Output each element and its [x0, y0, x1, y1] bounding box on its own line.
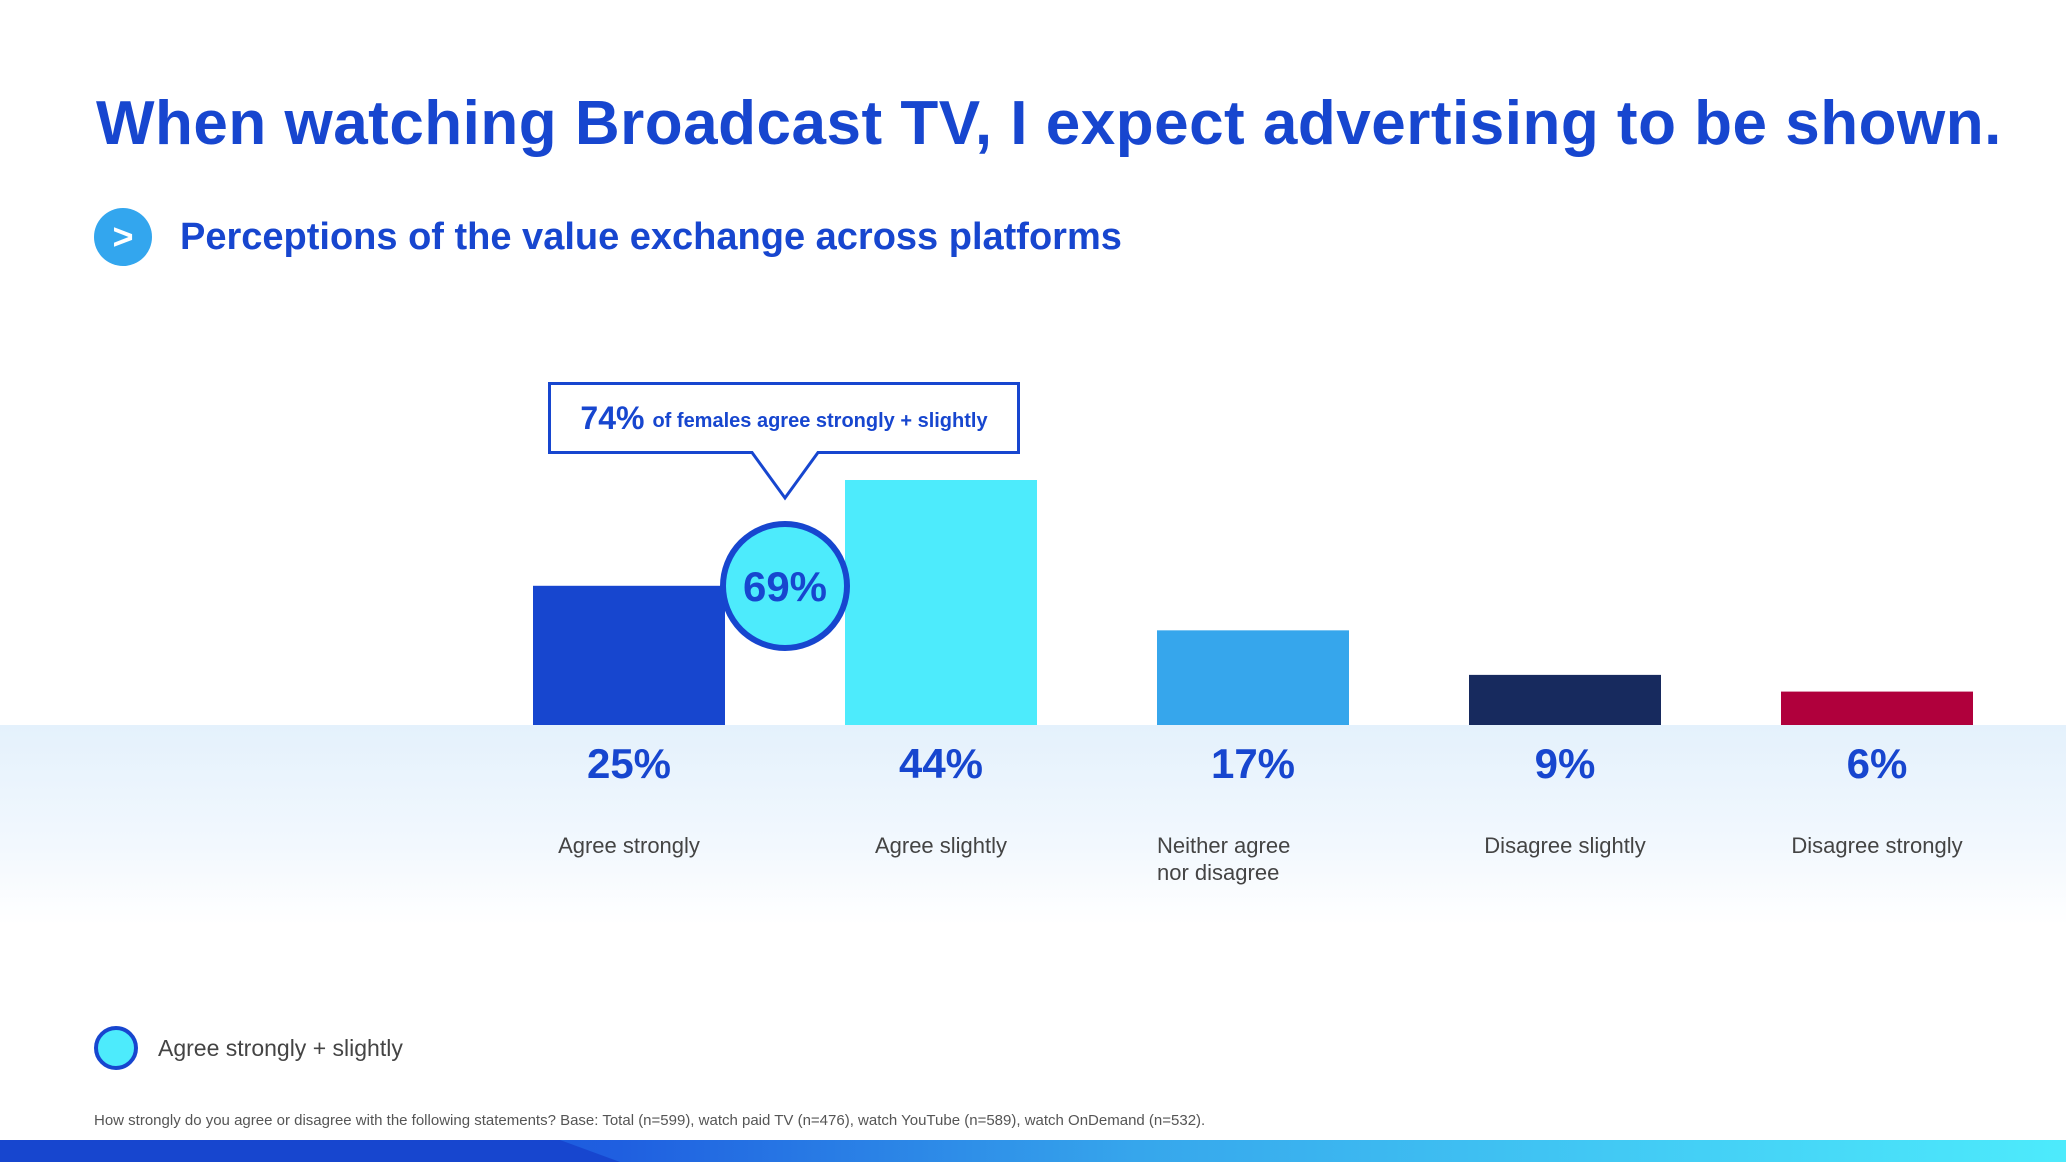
legend-circle-swatch [94, 1026, 138, 1070]
value-label-4: 9% [1535, 740, 1596, 787]
category-label-3: Neither agree nor disagree [1157, 833, 1290, 885]
category-label-4: Disagree slightly [1484, 833, 1645, 858]
baseline-band [0, 725, 2066, 925]
bar-4 [1469, 674, 1661, 725]
category-label-1: Agree strongly [558, 833, 700, 858]
category-label-2: Agree slightly [875, 833, 1007, 858]
value-label-2: 44% [899, 740, 983, 787]
legend: Agree strongly + slightly [94, 1026, 403, 1070]
combined-agree-label: 69% [743, 563, 827, 610]
page-title: When watching Broadcast TV, I expect adv… [96, 89, 2002, 158]
callout-text: 74% of females agree strongly + slightly [548, 382, 1020, 454]
category-label-5: Disagree strongly [1791, 833, 1962, 858]
combined-agree-circle [720, 521, 850, 651]
chevron-right-icon: > [94, 208, 152, 266]
footnote: How strongly do you agree or disagree wi… [94, 1112, 1206, 1129]
value-label-5: 6% [1847, 740, 1908, 787]
value-label-3: 17% [1211, 740, 1295, 787]
bar-3 [1157, 630, 1349, 725]
chart-subtitle: Perceptions of the value exchange across… [180, 215, 1122, 258]
subtitle-row: > Perceptions of the value exchange acro… [94, 208, 1122, 266]
callout-percentage: 74% [580, 399, 645, 436]
legend-label: Agree strongly + slightly [158, 1034, 403, 1061]
bottom-decorative-stripe [0, 1140, 2066, 1162]
callout-description: of females agree strongly + slightly [652, 409, 988, 432]
bar-1 [533, 585, 725, 725]
value-label-1: 25% [587, 740, 671, 787]
bar-2 [845, 480, 1037, 725]
female-callout: 74% of females agree strongly + slightly [548, 382, 1020, 501]
bar-5 [1781, 691, 1973, 725]
callout-speech-bubble [548, 382, 1020, 501]
